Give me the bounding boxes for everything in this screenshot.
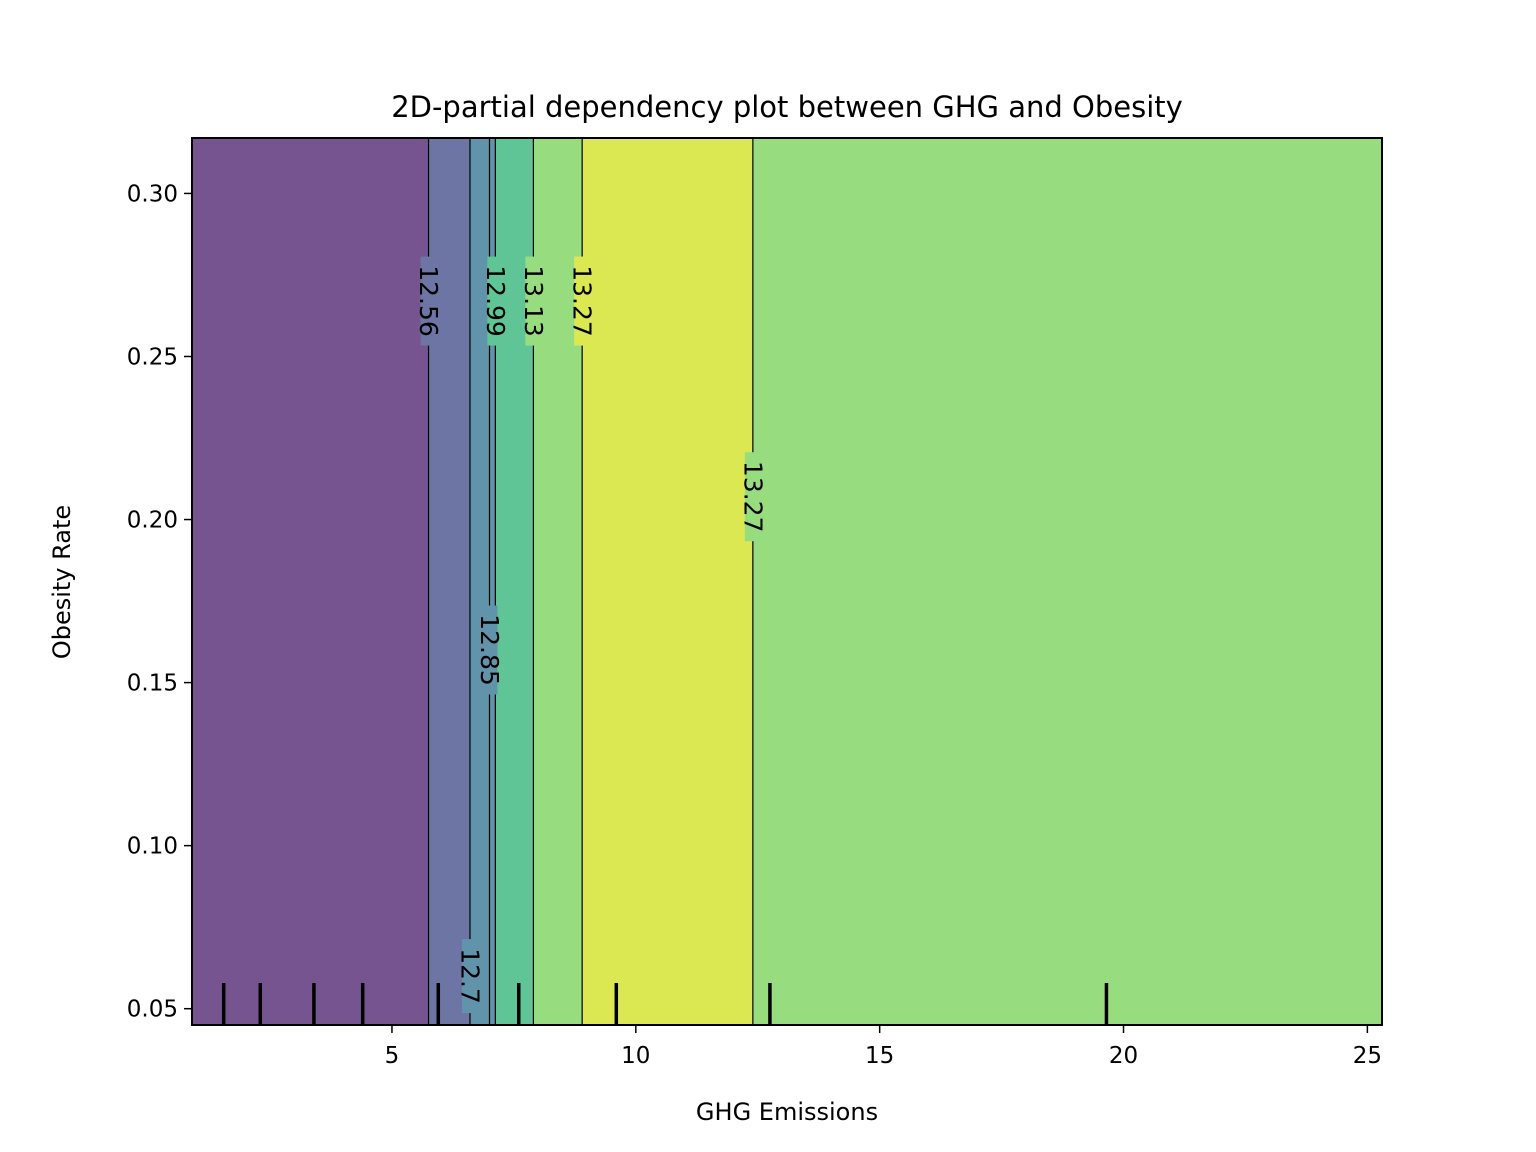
contour-band-5 — [582, 138, 753, 1025]
contour-band-0 — [192, 138, 429, 1025]
contour-label-gap-4 — [744, 452, 761, 542]
chart-title: 2D-partial dependency plot between GHG a… — [391, 90, 1183, 124]
contour-band-6 — [752, 138, 1382, 1025]
contour-label-3: 13.27 — [568, 265, 597, 337]
contour-band-4 — [533, 138, 583, 1025]
contour-label-gap-6 — [461, 939, 478, 1014]
contour-label-2: 13.13 — [519, 265, 548, 337]
contour-lines — [427, 138, 754, 1025]
x-tick-label-1: 10 — [621, 1043, 650, 1069]
y-tick-label-4: 0.25 — [127, 344, 178, 370]
contour-label-1: 12.99 — [481, 265, 510, 337]
contour-label-gap-5 — [481, 605, 498, 695]
y-tick-label-1: 0.10 — [127, 834, 178, 860]
rug-ticks — [221, 983, 1109, 1025]
y-tick-label-0: 0.05 — [127, 997, 178, 1023]
contour-bands — [192, 138, 1382, 1025]
contour-label-5: 12.85 — [475, 614, 504, 686]
x-tick-label-2: 15 — [865, 1043, 894, 1069]
x-tick-label-3: 20 — [1109, 1043, 1138, 1069]
contour-label-0: 12.56 — [414, 265, 443, 337]
x-tick-label-0: 5 — [385, 1043, 400, 1069]
y-tick-label-3: 0.20 — [127, 508, 178, 534]
plot-frame — [191, 137, 1383, 1026]
x-axis-label: GHG Emissions — [696, 1098, 878, 1126]
contour-label-4: 13.27 — [738, 461, 767, 533]
contour-labels: 12.56 12.99 13.13 13.27 13.27 12.85 12.7 — [414, 256, 767, 1014]
y-tick-label-2: 0.15 — [127, 671, 178, 697]
x-tick-label-4: 25 — [1353, 1043, 1382, 1069]
contour-label-gap-1 — [487, 256, 504, 346]
contour-label-gap-3 — [574, 256, 591, 346]
y-axis-label: Obesity Rate — [48, 505, 76, 659]
x-axis-ticks: 5 10 15 20 25 — [385, 1025, 1382, 1069]
contour-label-gap-0 — [420, 256, 437, 346]
y-tick-label-5: 0.30 — [127, 181, 178, 207]
contour-label-6: 12.7 — [455, 948, 484, 1004]
y-axis-ticks: 0.05 0.10 0.15 0.20 0.25 0.30 — [127, 181, 192, 1023]
contour-label-gap-2 — [525, 256, 542, 346]
